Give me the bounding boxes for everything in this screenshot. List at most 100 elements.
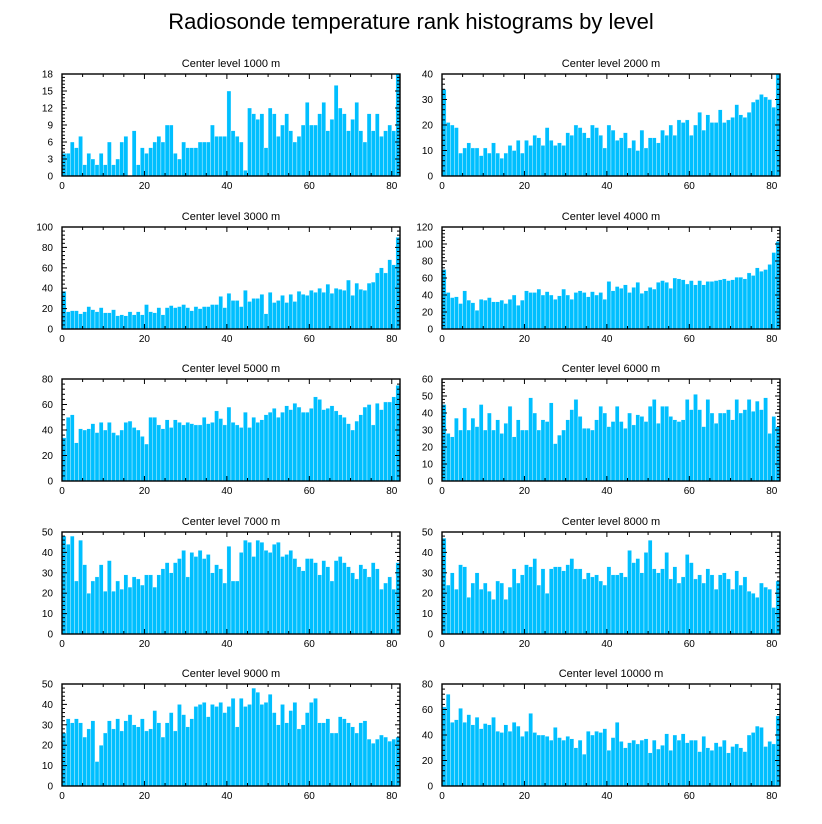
bar [759, 410, 763, 481]
y-tick-label: 50 [42, 680, 54, 691]
x-tick-label: 40 [601, 639, 613, 650]
bar [210, 125, 214, 176]
bar [276, 300, 280, 329]
bar [529, 292, 533, 329]
x-tick-label: 80 [766, 791, 778, 802]
bar [116, 581, 120, 634]
bar [533, 732, 537, 786]
x-tick-label: 60 [684, 334, 696, 345]
bar [194, 425, 198, 481]
bar [276, 136, 280, 176]
bar [363, 721, 367, 786]
bar [549, 740, 553, 786]
bar [313, 397, 317, 481]
y-tick-label: 20 [422, 589, 434, 600]
bar [562, 430, 566, 481]
bar [120, 142, 124, 176]
bar [545, 292, 549, 329]
x-tick-label: 0 [59, 486, 65, 497]
bar [644, 552, 648, 634]
bar [346, 424, 350, 481]
y-tick-label: 40 [422, 291, 434, 302]
bar [693, 285, 697, 329]
x-tick-label: 60 [304, 181, 316, 192]
bar [74, 443, 78, 481]
bar [351, 573, 355, 634]
bar [500, 158, 504, 176]
bar [260, 542, 264, 634]
y-tick-label: 6 [47, 138, 53, 149]
bar [665, 282, 669, 329]
bar [190, 719, 194, 786]
bar [475, 148, 479, 176]
bar [338, 289, 342, 329]
bar [124, 316, 128, 329]
bar [173, 308, 177, 329]
x-tick-label: 0 [439, 639, 445, 650]
bar [751, 275, 755, 329]
bar [375, 114, 379, 176]
bar [264, 702, 268, 786]
bar [566, 736, 570, 786]
bar [198, 425, 202, 481]
bar [351, 727, 355, 786]
bar [210, 422, 214, 481]
bar [128, 715, 132, 786]
bar [297, 567, 301, 634]
bar [454, 589, 458, 634]
bar [458, 430, 462, 481]
bar [471, 418, 475, 481]
bar [322, 561, 326, 634]
bar [326, 567, 330, 634]
bar [111, 165, 115, 176]
bar [735, 399, 739, 481]
bar [355, 421, 359, 481]
bar [173, 153, 177, 176]
bar [685, 284, 689, 329]
bar [165, 308, 169, 329]
bar [566, 295, 570, 329]
bar [359, 565, 363, 634]
bar [111, 310, 115, 329]
bar [644, 291, 648, 329]
bar [529, 567, 533, 634]
x-tick-label: 80 [766, 334, 778, 345]
bar [182, 550, 186, 634]
bar [268, 694, 272, 786]
bar [450, 573, 454, 634]
bar [508, 145, 512, 176]
bar [78, 314, 82, 329]
bar [677, 120, 681, 176]
bar [751, 732, 755, 786]
bar [169, 125, 173, 176]
panel-5: Center level 5000 m0 20 40 60 80020406080 [42, 363, 400, 497]
bar [446, 292, 450, 329]
bar [512, 569, 516, 634]
bar [260, 704, 264, 786]
y-tick-label: 20 [42, 741, 54, 752]
bar [268, 108, 272, 176]
bar [326, 408, 330, 481]
bar [342, 114, 346, 176]
bar [116, 316, 120, 329]
bar [87, 593, 91, 634]
bar [144, 575, 148, 634]
bar [731, 280, 735, 329]
bar [549, 295, 553, 329]
bar [330, 293, 334, 329]
y-tick-label: 0 [427, 782, 433, 793]
y-tick-label: 80 [42, 243, 54, 254]
bar [177, 159, 181, 176]
bar [210, 704, 214, 786]
bar [359, 415, 363, 481]
bar [202, 417, 206, 481]
bar [772, 416, 776, 481]
y-tick-label: 10 [422, 460, 434, 471]
bar [693, 125, 697, 176]
bar [611, 738, 615, 786]
bar [318, 575, 322, 634]
bar [640, 130, 644, 176]
bar [458, 304, 462, 330]
bar [264, 550, 268, 634]
bar [379, 268, 383, 329]
